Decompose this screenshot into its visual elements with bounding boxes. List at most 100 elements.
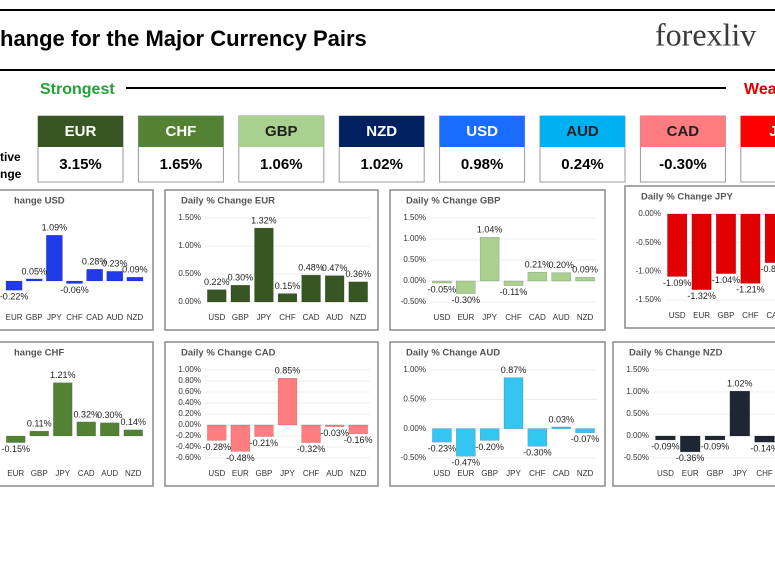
x-tick-label: EUR <box>457 313 474 322</box>
value-label: 0.28% <box>82 257 108 267</box>
y-tick-label: 0.00% <box>626 431 649 440</box>
chart-panel <box>0 189 154 331</box>
bar <box>86 268 103 282</box>
x-tick-label: NZD <box>577 313 594 322</box>
y-tick-label: -0.20% <box>176 431 201 440</box>
currency-value: 1.02% <box>360 156 403 173</box>
value-label: 0.30% <box>97 410 123 420</box>
bar <box>230 284 251 303</box>
x-tick-label: CHF <box>742 311 759 320</box>
currency-name: NZD <box>366 123 397 140</box>
x-tick-label: AUD <box>553 313 570 322</box>
y-tick-label: 0.00% <box>403 424 426 433</box>
bar <box>764 213 775 263</box>
currency-name: EUR <box>65 123 97 140</box>
bar <box>324 275 345 303</box>
currency-name: USD <box>466 123 498 140</box>
value-label: 1.04% <box>477 225 503 235</box>
value-label: -0.09% <box>651 441 680 451</box>
x-tick-label: CHF <box>505 313 522 322</box>
x-tick-label: CAD <box>86 313 103 322</box>
chart-title: Daily % Change AUD <box>406 348 500 359</box>
chart-panel <box>389 341 606 487</box>
y-tick-label: -0.40% <box>176 442 201 451</box>
bar <box>324 424 345 427</box>
x-tick-label: CHF <box>756 469 773 478</box>
bar <box>277 378 298 426</box>
value-label: 0.48% <box>298 262 324 272</box>
x-tick-label: JPY <box>482 313 497 322</box>
value-label: 0.21% <box>525 260 551 270</box>
value-label: 0.30% <box>228 273 254 283</box>
currency-value: 0.24% <box>561 156 604 173</box>
x-tick-label: CHF <box>529 469 546 478</box>
bar <box>301 274 321 303</box>
value-label: 1.32% <box>251 215 277 225</box>
bar <box>729 390 750 437</box>
x-tick-label: EUR <box>682 469 699 478</box>
y-tick-label: 0.50% <box>626 409 649 418</box>
bar <box>46 234 63 282</box>
bar <box>53 382 73 437</box>
x-tick-label: NZD <box>577 469 594 478</box>
y-tick-label: 1.00% <box>403 365 426 374</box>
x-tick-label: JPY <box>506 469 521 478</box>
currency-name: CHF <box>165 123 196 140</box>
y-tick-label: 0.80% <box>178 376 201 385</box>
bar <box>100 422 120 437</box>
bar <box>691 213 712 290</box>
currency-name: JPY <box>769 123 775 140</box>
x-tick-label: EUR <box>232 469 249 478</box>
currency-value: 1.06% <box>260 156 303 173</box>
value-label: 0.20% <box>548 260 574 270</box>
y-tick-label: 0.00% <box>638 209 661 218</box>
value-label: 0.05% <box>21 266 47 276</box>
value-label: 0.22% <box>204 277 230 287</box>
chart: Daily % Change JPY 0.00% -0.50% -1.00% -1.50… <box>624 185 775 329</box>
bar <box>503 377 524 429</box>
bar <box>704 435 726 441</box>
value-label: -1.32% <box>687 291 716 301</box>
bar <box>432 428 452 443</box>
weakest-label: Wea <box>744 81 775 98</box>
value-label: -0.20% <box>475 442 504 452</box>
value-label: -0.05% <box>428 284 457 294</box>
value-label: 0.23% <box>102 259 128 269</box>
x-tick-label: CAD <box>303 313 320 322</box>
bar <box>29 430 49 437</box>
x-tick-label: USD <box>433 313 450 322</box>
x-tick-label: USD <box>433 469 450 478</box>
value-label: 0.87% <box>501 365 527 375</box>
currency-value: 1.65% <box>160 156 203 173</box>
bar <box>655 435 676 441</box>
currency-head <box>740 116 775 147</box>
value-label: -0.06% <box>60 285 89 295</box>
y-tick-label: 0.00% <box>403 276 426 285</box>
y-tick-label: -0.50% <box>636 238 661 247</box>
chart-title: hange USD <box>14 196 65 207</box>
chart: Daily % Change AUD1.00%0.50%0.00%-0.50%-… <box>389 341 606 487</box>
x-tick-label: USD <box>208 469 225 478</box>
value-label: -0.48% <box>226 453 255 463</box>
y-tick-label: 1.00% <box>178 241 201 250</box>
y-tick-label: 0.00% <box>178 297 201 306</box>
bar <box>455 428 476 457</box>
y-tick-label: 1.50% <box>178 213 201 222</box>
bar <box>503 280 524 286</box>
currency-name: AUD <box>566 123 599 140</box>
value-label: -0.07% <box>571 434 600 444</box>
chart-title: hange CHF <box>14 348 64 359</box>
value-label: -0.30% <box>523 448 552 458</box>
y-tick-label: 0.60% <box>178 387 201 396</box>
y-tick-label: -0.50% <box>401 453 426 462</box>
x-tick-label: NZD <box>350 469 367 478</box>
bar <box>106 271 124 282</box>
value-label: -0.15% <box>1 444 30 454</box>
x-tick-label: AUD <box>101 469 118 478</box>
currency-name: CAD <box>667 123 700 140</box>
chart-title: Daily % Change GBP <box>406 196 501 207</box>
chart-title: Daily % Change JPY <box>641 192 734 203</box>
x-tick-label: AUD <box>326 313 343 322</box>
y-tick-label: 0.50% <box>403 255 426 264</box>
value-label: 0.03% <box>548 414 574 424</box>
